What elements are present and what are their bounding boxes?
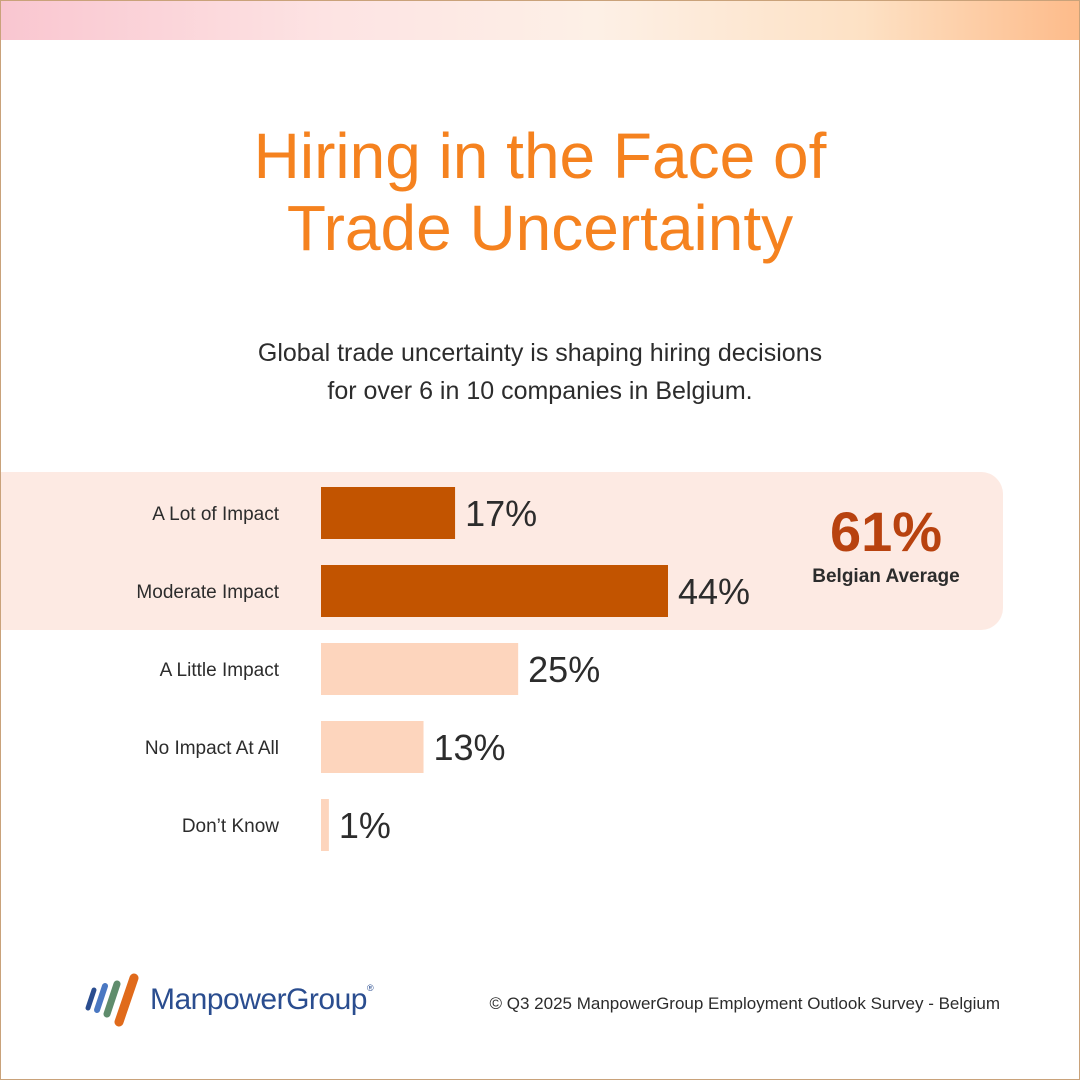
category-label: A Little Impact (160, 660, 280, 681)
category-label: A Lot of Impact (152, 504, 279, 525)
bar (321, 643, 519, 695)
page-title: Hiring in the Face of Trade Uncertainty (0, 120, 1080, 264)
subtitle-line-1: Global trade uncertainty is shaping hiri… (257, 339, 823, 367)
title-line-2: Trade Uncertainty (286, 192, 794, 264)
category-label: Don’t Know (182, 816, 279, 837)
bar (321, 799, 329, 851)
average-label: Belgian Average (812, 566, 960, 587)
value-label: 17% (465, 493, 537, 534)
subtitle: Global trade uncertainty is shaping hiri… (0, 334, 1080, 410)
brand-name: ManpowerGroup® (150, 983, 374, 1016)
registered-mark: ® (366, 983, 374, 993)
top-gradient-band (0, 0, 1080, 40)
title-line-1: Hiring in the Face of (253, 120, 827, 192)
manpowergroup-logo: ManpowerGroup® (80, 970, 374, 1030)
value-label: 13% (434, 727, 506, 768)
value-label: 25% (528, 649, 600, 690)
value-label: 44% (678, 571, 750, 612)
source-note: © Q3 2025 ManpowerGroup Employment Outlo… (489, 994, 1000, 1013)
bar (321, 721, 424, 773)
subtitle-line-2: for over 6 in 10 companies in Belgium. (327, 377, 753, 405)
value-label: 1% (339, 805, 391, 846)
category-label: No Impact At All (145, 738, 279, 759)
bar (321, 565, 668, 617)
bar (321, 487, 456, 539)
impact-bar-chart: A Lot of Impact 17% Moderate Impact 44% A Li… (136, 487, 750, 851)
category-label: Moderate Impact (136, 582, 279, 603)
average-value: 61% (829, 500, 943, 563)
manpowergroup-logo-icon (85, 973, 139, 1027)
